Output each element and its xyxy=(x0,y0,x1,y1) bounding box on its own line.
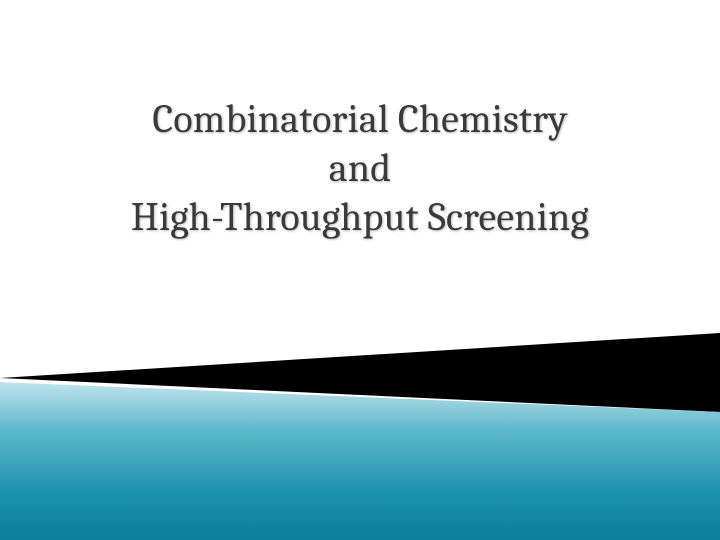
slide-title: Combinatorial Chemistry and High-Through… xyxy=(0,95,720,241)
title-line-3: High-Throughput Screening xyxy=(40,193,680,242)
title-line-1: Combinatorial Chemistry xyxy=(40,95,680,144)
slide: Combinatorial Chemistry and High-Through… xyxy=(0,0,720,540)
teal-wedge xyxy=(0,382,720,540)
decorative-wedges xyxy=(0,0,720,540)
title-line-2: and xyxy=(40,144,680,193)
black-wedge xyxy=(0,333,720,412)
